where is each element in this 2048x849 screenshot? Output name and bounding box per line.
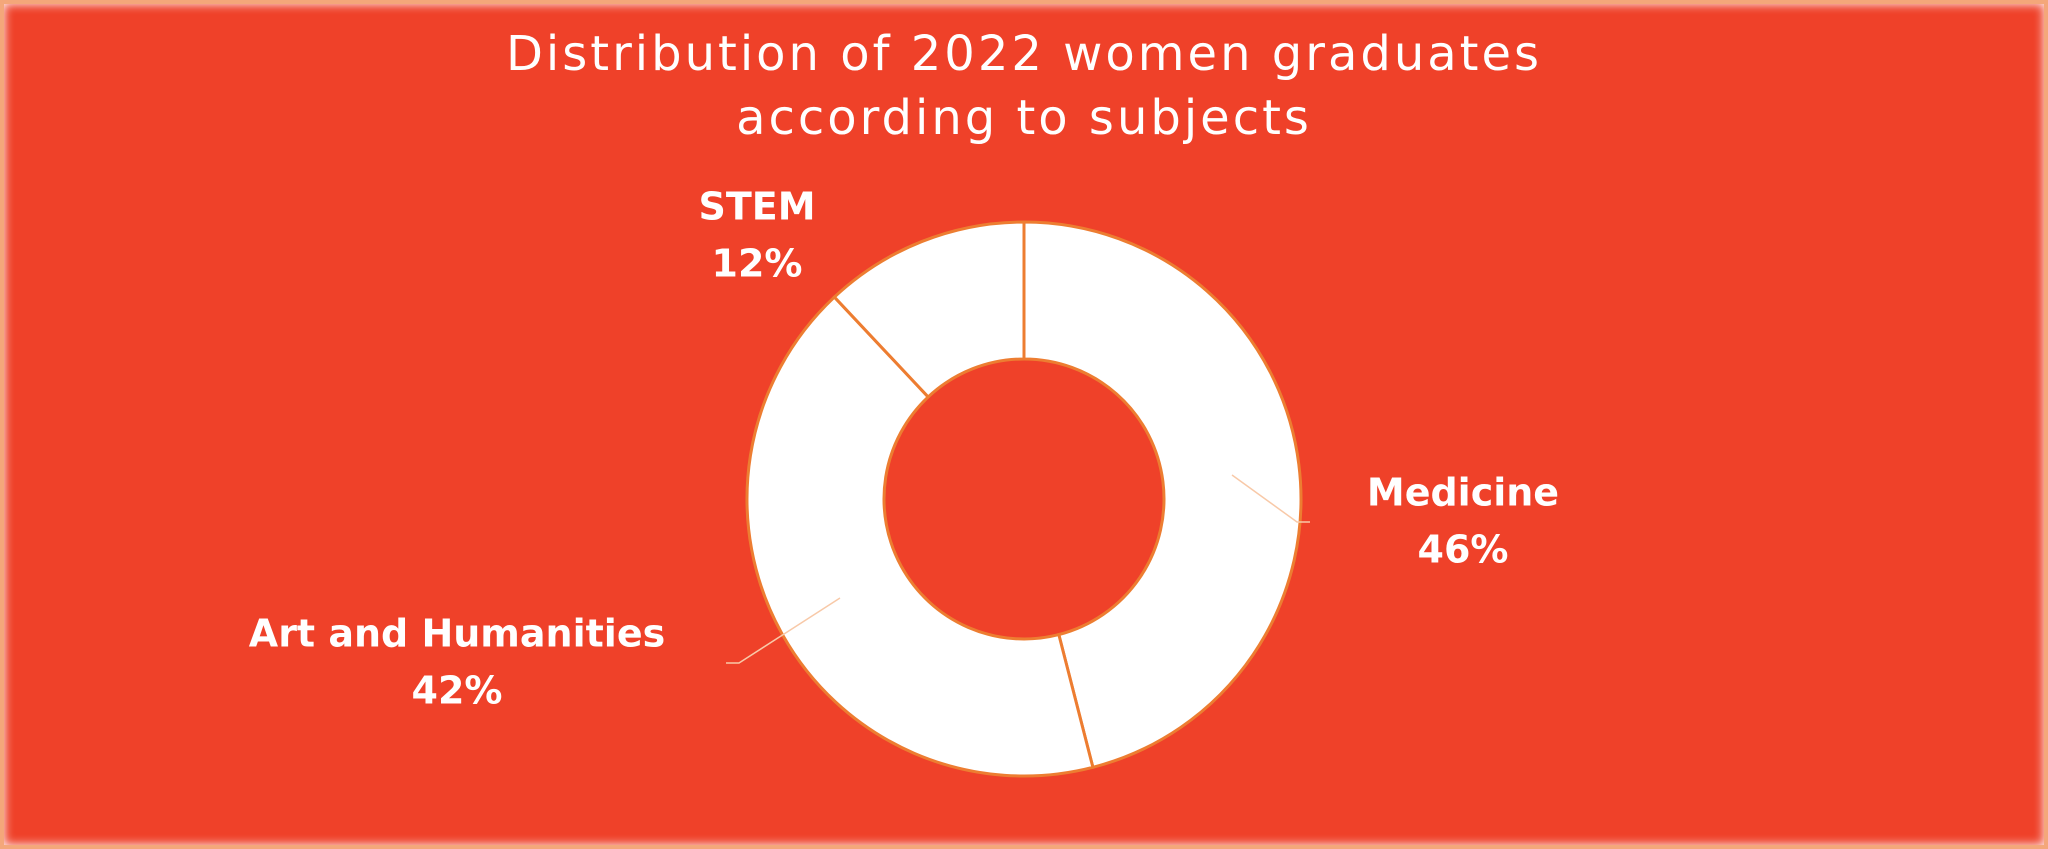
category-label: Art and Humanities (249, 612, 665, 656)
chart-title: Distribution of 2022 women graduates acc… (505, 26, 1543, 146)
leader-line (1231, 474, 1310, 523)
leader-line (726, 597, 841, 664)
category-label: STEM (698, 185, 815, 229)
value-label: 42% (412, 669, 503, 713)
donut-slice (745, 294, 1095, 778)
category-label: Medicine (1367, 471, 1559, 515)
title-box: Distribution of 2022 women graduates acc… (0, 22, 2048, 150)
donut-slice (1022, 220, 1303, 770)
value-label: 12% (712, 242, 803, 286)
donut-slice (832, 220, 1026, 400)
value-label: 46% (1418, 528, 1509, 572)
